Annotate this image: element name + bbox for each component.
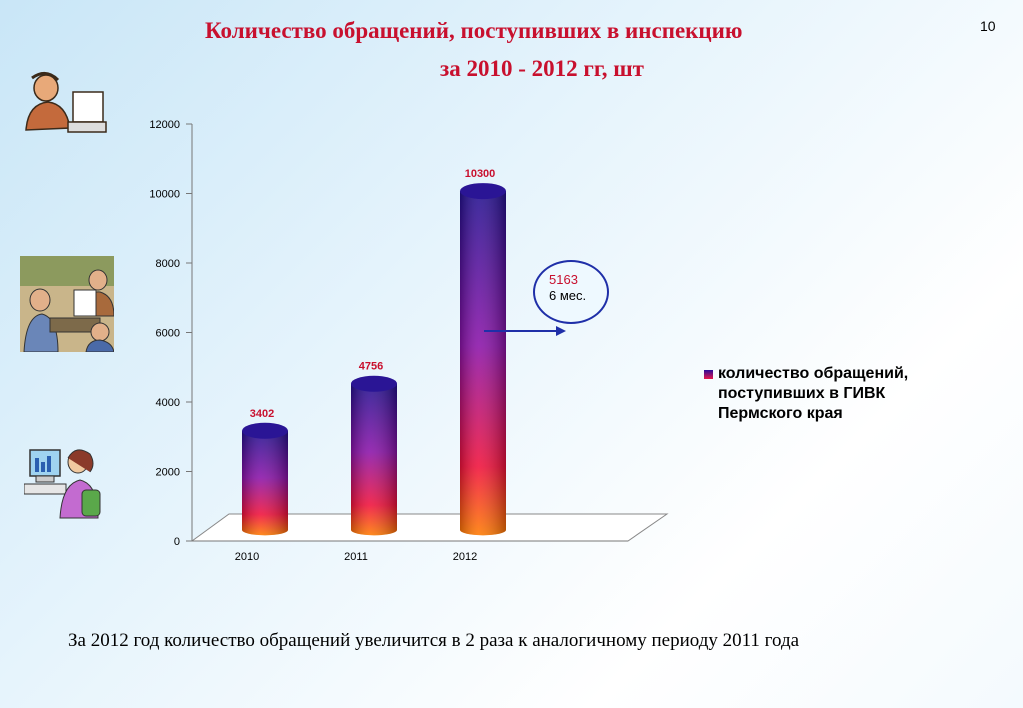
bar-shading <box>460 191 506 536</box>
y-tick-label: 6000 <box>156 328 180 340</box>
bar-2012 <box>460 183 506 536</box>
y-tick-label: 8000 <box>156 258 180 270</box>
bar-top-cap <box>242 422 288 439</box>
page-number: 10 <box>980 18 996 34</box>
y-tick-label: 2000 <box>156 467 180 479</box>
meeting-clipart <box>20 256 114 352</box>
y-tick-label: 4000 <box>156 397 180 409</box>
data-label: 3402 <box>250 408 274 420</box>
callout-value: 5163 <box>549 272 578 287</box>
x-tick-label: 2012 <box>453 551 477 563</box>
title-line-1: Количество обращений, поступивших в инсп… <box>205 18 743 43</box>
bar-shading <box>242 430 288 536</box>
callout-arrow-head <box>556 326 566 336</box>
half-year-callout: 5163 6 мес. <box>533 260 609 324</box>
legend-label: количество обращений, поступивших в ГИВК… <box>718 365 909 422</box>
chart-legend: количество обращений, поступивших в ГИВК… <box>704 364 964 424</box>
title-line-2: за 2010 - 2012 гг, шт <box>440 56 644 81</box>
computer-user-clipart <box>24 449 101 519</box>
data-label: 4756 <box>359 361 383 373</box>
footer-note: За 2012 год количество обращений увеличи… <box>68 630 800 651</box>
y-tick-label: 12000 <box>149 119 180 131</box>
callout-text: 6 мес. <box>549 288 587 303</box>
y-tick-label: 0 <box>174 536 180 548</box>
bar-top-cap <box>460 183 506 200</box>
y-tick-label: 10000 <box>149 189 180 201</box>
bar-shading <box>351 383 397 536</box>
data-label: 10300 <box>465 168 496 180</box>
legend-swatch <box>704 370 713 379</box>
bar-top-cap <box>351 375 397 392</box>
x-tick-label: 2010 <box>235 551 259 563</box>
office-worker-clipart <box>25 72 107 133</box>
x-tick-label: 2011 <box>344 551 368 563</box>
bar-2011 <box>351 375 397 536</box>
bar-2010 <box>242 422 288 536</box>
